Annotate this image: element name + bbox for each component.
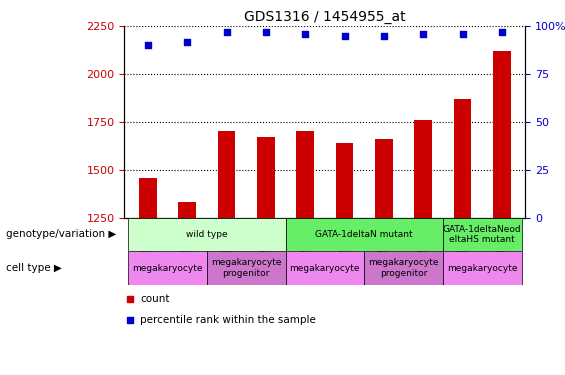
- Text: megakaryocyte: megakaryocyte: [290, 264, 360, 273]
- Text: wild type: wild type: [186, 230, 228, 239]
- Point: [301, 31, 310, 37]
- Point: [419, 31, 428, 37]
- Bar: [139, 178, 157, 218]
- Point: [126, 296, 135, 302]
- Bar: [128, 251, 207, 285]
- Bar: [257, 137, 275, 218]
- Text: megakaryocyte: megakaryocyte: [132, 264, 203, 273]
- Bar: [207, 251, 285, 285]
- Point: [497, 29, 506, 35]
- Text: count: count: [140, 294, 170, 304]
- Point: [340, 33, 349, 39]
- Text: GATA-1deltaN mutant: GATA-1deltaN mutant: [315, 230, 413, 239]
- Bar: [454, 99, 471, 218]
- Point: [379, 33, 388, 39]
- Bar: [285, 217, 443, 251]
- Text: GATA-1deltaNeod
eltaHS mutant: GATA-1deltaNeod eltaHS mutant: [443, 225, 521, 244]
- Bar: [443, 217, 521, 251]
- Point: [182, 39, 192, 45]
- Bar: [285, 251, 364, 285]
- Bar: [414, 120, 432, 218]
- Text: genotype/variation ▶: genotype/variation ▶: [6, 230, 116, 239]
- Point: [262, 29, 271, 35]
- Text: percentile rank within the sample: percentile rank within the sample: [140, 315, 316, 325]
- Bar: [218, 132, 236, 218]
- Bar: [493, 51, 511, 217]
- Text: cell type ▶: cell type ▶: [6, 263, 62, 273]
- Text: megakaryocyte
progenitor: megakaryocyte progenitor: [368, 258, 439, 278]
- Bar: [364, 251, 443, 285]
- Point: [458, 31, 467, 37]
- Bar: [336, 143, 353, 218]
- Text: megakaryocyte: megakaryocyte: [447, 264, 518, 273]
- Bar: [375, 139, 393, 218]
- Bar: [179, 202, 196, 217]
- Title: GDS1316 / 1454955_at: GDS1316 / 1454955_at: [244, 10, 406, 24]
- Point: [222, 29, 231, 35]
- Bar: [443, 251, 521, 285]
- Bar: [297, 132, 314, 218]
- Bar: [128, 217, 285, 251]
- Point: [144, 42, 153, 48]
- Point: [126, 317, 135, 323]
- Text: megakaryocyte
progenitor: megakaryocyte progenitor: [211, 258, 281, 278]
